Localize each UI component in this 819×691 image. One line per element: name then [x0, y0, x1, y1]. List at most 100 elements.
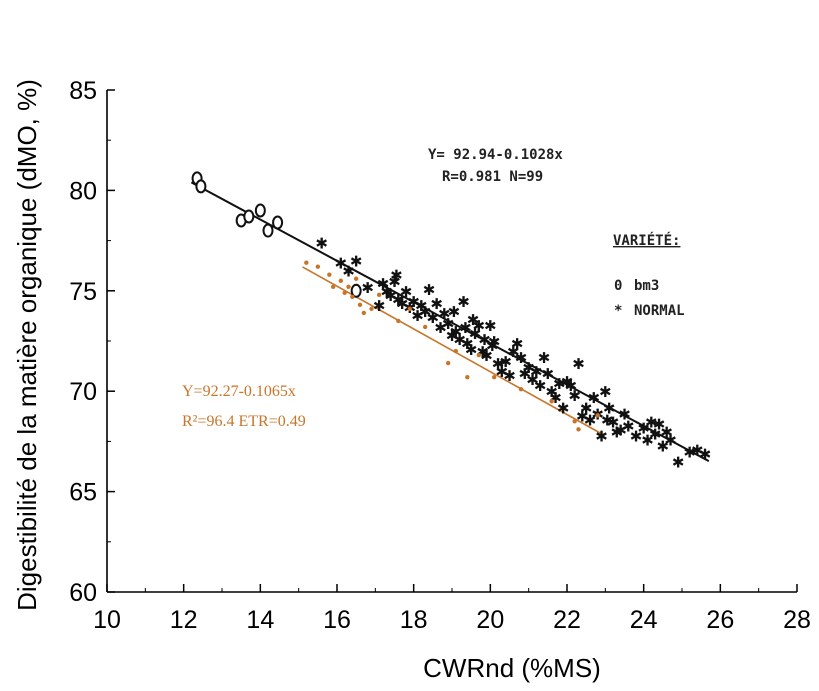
orange-point	[346, 284, 351, 289]
normal-point: ✱	[614, 421, 627, 439]
normal-point: ✱	[649, 425, 662, 443]
y-tick-label: 70	[69, 378, 97, 406]
normal-point: ✱	[381, 283, 394, 301]
normal-point: ✱	[553, 375, 566, 393]
x-tick-label: 12	[170, 606, 198, 634]
orange-point	[549, 399, 554, 404]
normal-point: ✱	[448, 303, 461, 321]
orange-stats: R²=96.4 ETR=0.49	[182, 413, 306, 430]
orange-point	[595, 413, 600, 418]
normal-point: ✱	[390, 267, 403, 285]
normal-point: ✱	[522, 359, 535, 377]
bm3-point	[262, 223, 274, 238]
normal-point: ✱	[473, 317, 486, 335]
normal-point: ✱	[538, 349, 551, 367]
normal-point: ✱	[423, 281, 436, 299]
orange-point	[357, 302, 363, 308]
bm3-point	[195, 179, 207, 194]
normal-point: ✱	[392, 291, 405, 309]
normal-point: ✱	[484, 317, 497, 335]
normal-point: ✱	[561, 373, 574, 391]
y-tick-label: 60	[69, 579, 97, 607]
normal-point: ✱	[630, 427, 643, 445]
normal-point: ✱	[486, 337, 499, 355]
orange-point	[342, 290, 347, 296]
normal-point: ✱	[637, 419, 650, 437]
x-tick-label: 16	[323, 606, 351, 634]
normal-point: ✱	[361, 279, 374, 297]
normal-point: ✱	[572, 355, 585, 373]
x-tick-label: 28	[783, 606, 811, 634]
normal-point: ✱	[467, 311, 480, 329]
normal-point: ✱	[469, 325, 482, 343]
normal-point: ✱	[335, 255, 348, 273]
orange-point	[518, 386, 524, 392]
orange-point	[476, 352, 482, 358]
orange-point	[465, 374, 470, 380]
normal-point: ✱	[601, 411, 614, 429]
normal-point: ✱	[576, 407, 589, 425]
normal-point: ✱	[384, 287, 397, 305]
axis-ticks	[106, 89, 798, 593]
normal-point: ✱	[599, 383, 612, 401]
normal-point: ✱	[545, 383, 558, 401]
y-tick-label: 85	[69, 77, 97, 105]
normal-point: ✱	[603, 399, 616, 417]
legend-bm3-marker: 0	[614, 278, 622, 294]
normal-point: ✱	[499, 353, 512, 371]
x-tick-label: 22	[553, 606, 581, 634]
orange-point	[396, 318, 401, 324]
normal-point: ✱	[519, 365, 532, 383]
normal-point: ✱	[450, 323, 463, 341]
normal-point: ✱	[622, 417, 635, 435]
orange-point	[407, 306, 413, 312]
x-axis-title: CWRnd (%MS)	[423, 653, 601, 683]
normal-point: ✱	[683, 443, 696, 461]
orange-point	[369, 306, 374, 312]
normal-point: ✱	[691, 441, 704, 459]
normal-point: ✱	[377, 275, 390, 293]
normal-point: ✱	[315, 235, 328, 253]
normal-point: ✱	[427, 309, 440, 327]
normal-point: ✱	[503, 367, 516, 385]
normal-point: ✱	[373, 297, 386, 315]
normal-point: ✱	[488, 333, 501, 351]
x-tick-label: 26	[706, 606, 734, 634]
normal-point: ✱	[350, 253, 363, 271]
y-tick-label: 75	[69, 278, 97, 306]
normal-point: ✱	[415, 297, 428, 315]
normal-point: ✱	[411, 307, 424, 325]
x-tick-label: 24	[630, 606, 658, 634]
orange-point	[304, 260, 309, 265]
bm3-point	[272, 215, 284, 230]
normal-point: ✱	[588, 389, 601, 407]
normal-point: ✱	[430, 295, 443, 313]
normal-point: ✱	[461, 335, 474, 353]
normal-point: ✱	[407, 293, 420, 311]
normal-point: ✱	[480, 347, 493, 365]
orange-point	[491, 374, 497, 380]
orange-equation: Y=92.27-0.1065x	[182, 383, 296, 400]
normal-point: ✱	[534, 377, 547, 395]
normal-point: ✱	[660, 423, 673, 441]
x-tick-label: 18	[400, 606, 428, 634]
normal-point: ✱	[459, 319, 472, 337]
normal-point: ✱	[542, 365, 555, 383]
normal-point: ✱	[457, 293, 470, 311]
normal-point: ✱	[446, 327, 459, 345]
orange-point	[422, 324, 428, 330]
orange-point	[572, 419, 577, 424]
normal-point: ✱	[434, 319, 447, 337]
orange-point	[327, 272, 332, 277]
normal-point: ✱	[396, 295, 409, 313]
orange-point	[353, 276, 359, 281]
normal-point: ✱	[342, 263, 355, 281]
orange-point	[350, 294, 355, 300]
normal-point: ✱	[653, 415, 666, 433]
normal-point: ✱	[492, 355, 505, 373]
bm3-point	[243, 209, 255, 224]
tick-labels: 10 12 14 16 18 20 22 24 26 28 60 65 70 75 80 85	[69, 77, 811, 634]
orange-point	[338, 278, 344, 283]
normal-point: ✱	[611, 423, 624, 441]
orange-point	[315, 264, 321, 269]
